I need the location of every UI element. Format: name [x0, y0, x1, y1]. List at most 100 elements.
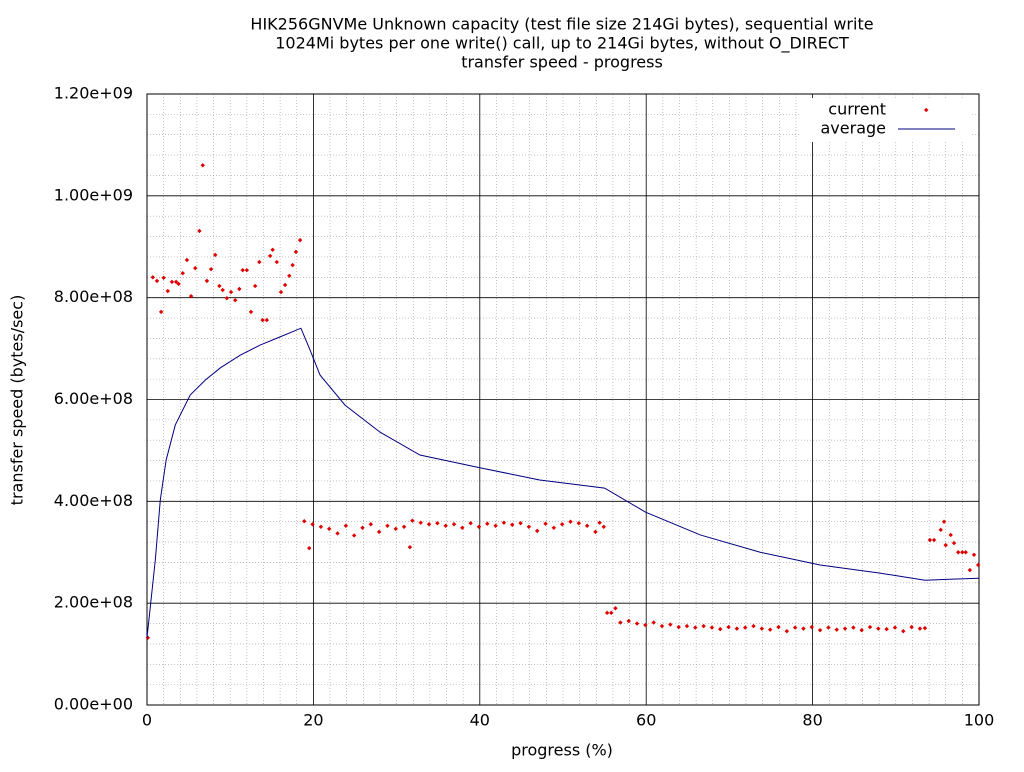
data-point	[834, 627, 839, 632]
data-point	[963, 550, 968, 555]
data-point	[468, 521, 473, 526]
data-point	[401, 524, 407, 529]
legend-label: current	[828, 100, 886, 119]
plot-border	[146, 93, 980, 706]
data-point	[826, 625, 831, 630]
data-point	[701, 623, 706, 629]
data-point	[193, 265, 198, 271]
data-point	[659, 623, 665, 629]
data-point	[927, 537, 933, 543]
data-point	[643, 622, 648, 628]
data-point	[302, 518, 307, 524]
data-point	[568, 519, 573, 524]
data-point	[543, 521, 548, 526]
data-point	[759, 626, 765, 631]
data-point	[597, 520, 602, 525]
data-point	[244, 267, 250, 273]
data-point	[343, 523, 349, 528]
data-point	[197, 228, 202, 234]
chart-title: HIK256GNVMe Unknown capacity (test file …	[250, 15, 873, 34]
data-point	[876, 626, 881, 631]
data-point	[150, 275, 156, 280]
data-point	[718, 626, 723, 632]
data-point	[956, 550, 961, 555]
data-point	[240, 267, 245, 273]
data-point	[287, 273, 292, 278]
data-point	[576, 521, 582, 526]
data-point	[176, 281, 181, 287]
data-point	[693, 625, 698, 630]
data-point	[213, 252, 218, 258]
data-point	[776, 624, 781, 630]
data-point	[493, 523, 498, 528]
data-point	[971, 552, 977, 557]
data-point	[169, 279, 175, 285]
y-tick-label: 8.00e+08	[54, 287, 133, 306]
data-point	[535, 528, 540, 534]
data-point	[604, 610, 610, 616]
data-point	[351, 533, 357, 538]
data-point	[188, 293, 194, 299]
x-tick-label: 20	[303, 711, 323, 730]
data-point	[270, 247, 275, 253]
y-tick-label: 4.00e+08	[54, 491, 133, 510]
data-point	[407, 544, 413, 550]
data-point	[410, 518, 415, 523]
data-point	[476, 524, 482, 529]
data-point	[267, 253, 273, 259]
data-point	[613, 606, 618, 611]
data-point	[165, 288, 170, 294]
data-point	[501, 520, 507, 525]
data-point	[975, 562, 981, 568]
data-point	[651, 620, 656, 625]
data-point	[584, 523, 590, 528]
y-tick-label: 1.00e+09	[54, 185, 133, 204]
data-point	[310, 522, 315, 527]
data-point	[180, 271, 185, 276]
data-point	[884, 626, 889, 632]
data-point	[726, 624, 731, 630]
data-point	[801, 626, 806, 631]
x-tick-label: 80	[802, 711, 822, 730]
y-axis-label: transfer speed (bytes/sec)	[8, 295, 27, 506]
data-point	[290, 262, 295, 268]
data-point	[951, 540, 957, 546]
data-point	[817, 627, 823, 633]
data-point	[626, 618, 631, 624]
data-point	[297, 237, 303, 243]
data-point	[264, 317, 270, 323]
data-point	[368, 522, 374, 527]
data-line	[146, 327, 980, 638]
x-tick-label: 60	[636, 711, 656, 730]
data-point	[145, 635, 151, 640]
data-point	[393, 526, 398, 532]
data-point	[460, 525, 465, 531]
x-tick-label: 0	[142, 711, 152, 730]
data-point	[418, 520, 423, 525]
data-point	[385, 523, 390, 528]
data-point	[931, 537, 937, 543]
data-point	[922, 625, 928, 631]
data-point	[901, 628, 906, 634]
data-point	[435, 521, 440, 526]
data-point	[260, 317, 265, 323]
data-point	[867, 624, 873, 630]
data-point	[154, 278, 160, 284]
data-point	[767, 627, 773, 632]
data-point	[224, 295, 230, 301]
data-point	[917, 626, 923, 631]
data-point	[232, 298, 238, 303]
data-point	[859, 627, 864, 633]
chart-title: transfer speed - progress	[461, 53, 663, 72]
data-point	[792, 625, 798, 630]
data-point	[851, 625, 856, 630]
data-point	[293, 249, 299, 255]
x-tick-label: 40	[470, 711, 490, 730]
data-point	[593, 529, 598, 535]
x-axis-label: progress (%)	[511, 741, 613, 760]
y-tick-label: 0.00e+00	[54, 695, 133, 714]
legend-label: average	[821, 119, 887, 138]
data-point	[842, 626, 848, 631]
data-point	[335, 531, 340, 536]
